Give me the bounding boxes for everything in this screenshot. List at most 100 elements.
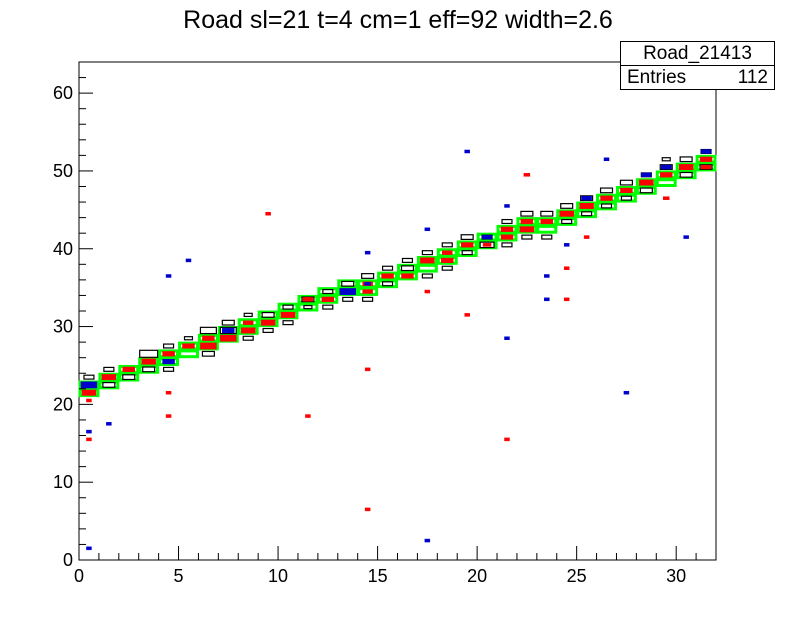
black-hit-box (599, 187, 614, 194)
red-hit-box (220, 334, 237, 342)
red-hit-box (364, 507, 371, 512)
blue-hit-box (504, 204, 510, 208)
red-hit-box (101, 374, 117, 381)
black-hit-box (521, 234, 533, 240)
red-hit-box (519, 226, 535, 233)
red-hit-box (240, 327, 256, 334)
blue-hit-box (364, 282, 371, 286)
x-tick-label: 10 (268, 566, 288, 586)
red-hit-box (660, 172, 673, 178)
red-hit-box (700, 164, 712, 170)
road-box (596, 201, 617, 211)
red-hit-box (504, 437, 510, 442)
red-hit-box (202, 335, 215, 341)
red-hit-box (559, 210, 574, 217)
black-hit-box (199, 326, 217, 335)
black-hit-box (261, 311, 275, 318)
blue-hit-box (581, 195, 592, 201)
road-box (317, 294, 339, 304)
blue-hit-box (603, 157, 610, 162)
black-hit-box (541, 234, 553, 240)
blue-hit-box (700, 149, 712, 154)
black-hit-box (661, 157, 671, 162)
plot-frame (78, 61, 717, 561)
red-hit-box (260, 319, 276, 326)
red-hit-box (662, 196, 670, 200)
road-box (237, 318, 259, 328)
black-hit-box (342, 296, 354, 302)
road-box (297, 302, 319, 312)
red-hit-box (563, 266, 570, 270)
black-hit-box (581, 211, 593, 217)
black-hit-box (619, 179, 633, 186)
red-hit-box (420, 257, 435, 264)
black-hit-box (540, 210, 554, 217)
road-box (416, 263, 438, 273)
stats-entries-row: Entries 112 (621, 66, 774, 90)
y-tick-label: 60 (53, 83, 73, 103)
blue-hit-box (339, 288, 356, 295)
blue-hit-box (424, 227, 431, 232)
black-hit-box (461, 250, 473, 256)
x-tick-label: 25 (567, 566, 587, 586)
road-box (178, 341, 199, 351)
red-hit-box (265, 211, 271, 216)
road-box (496, 224, 518, 234)
stats-box: Road_21413 Entries 112 (620, 41, 775, 90)
road-box (556, 217, 578, 226)
blue-hit-box (80, 381, 98, 389)
red-hit-boxes (81, 156, 713, 512)
x-tick-label: 0 (74, 566, 84, 586)
red-hit-box (500, 226, 514, 232)
road-box (357, 287, 379, 296)
black-hit-box (460, 234, 474, 241)
blue-hit-box (86, 429, 92, 434)
red-hit-box (441, 257, 454, 264)
road-box (615, 186, 637, 195)
axes: 0 5 10 15 20 25 30 0 10 20 30 40 50 60 (53, 61, 717, 586)
blue-hit-box (544, 297, 550, 302)
black-hit-box (501, 242, 513, 248)
stats-name: Road_21413 (621, 42, 774, 66)
y-tick-label: 50 (53, 161, 73, 181)
black-hit-box (282, 304, 294, 310)
blue-hit-box (162, 358, 175, 365)
red-hit-box (364, 367, 371, 372)
red-hit-box (200, 342, 217, 350)
red-hit-box (460, 242, 474, 248)
black-hit-box (421, 250, 433, 256)
black-hit-box (303, 304, 313, 310)
road-box (317, 287, 339, 296)
road-box (377, 271, 398, 281)
black-hit-box (600, 203, 613, 209)
red-hit-box (579, 202, 594, 209)
road-box (197, 333, 219, 343)
red-hit-box (500, 234, 514, 240)
black-hit-box (201, 350, 215, 357)
red-hit-box (520, 218, 534, 225)
blue-hit-box (544, 274, 550, 278)
blue-hit-box (661, 164, 672, 170)
y-tick-label: 0 (63, 550, 73, 570)
red-hit-box (401, 273, 414, 279)
blue-hit-box (165, 274, 172, 278)
road-box (158, 349, 180, 359)
blue-hit-box (424, 538, 431, 543)
black-hit-box (361, 273, 375, 279)
road-box (615, 193, 637, 203)
black-hit-box (139, 349, 159, 358)
x-tick-label: 15 (368, 566, 388, 586)
black-hit-box (83, 374, 95, 380)
red-hit-box (583, 235, 590, 239)
red-hit-box (242, 320, 254, 325)
black-hit-box (381, 265, 394, 271)
road-box (118, 364, 140, 374)
road-box (377, 279, 398, 289)
blue-hit-box (563, 243, 570, 247)
red-hit-box (302, 297, 314, 302)
road-box (576, 209, 598, 219)
blue-hit-box (481, 234, 493, 240)
x-tick-label: 20 (467, 566, 487, 586)
blue-hit-box (86, 546, 92, 551)
black-hit-box (639, 187, 653, 194)
